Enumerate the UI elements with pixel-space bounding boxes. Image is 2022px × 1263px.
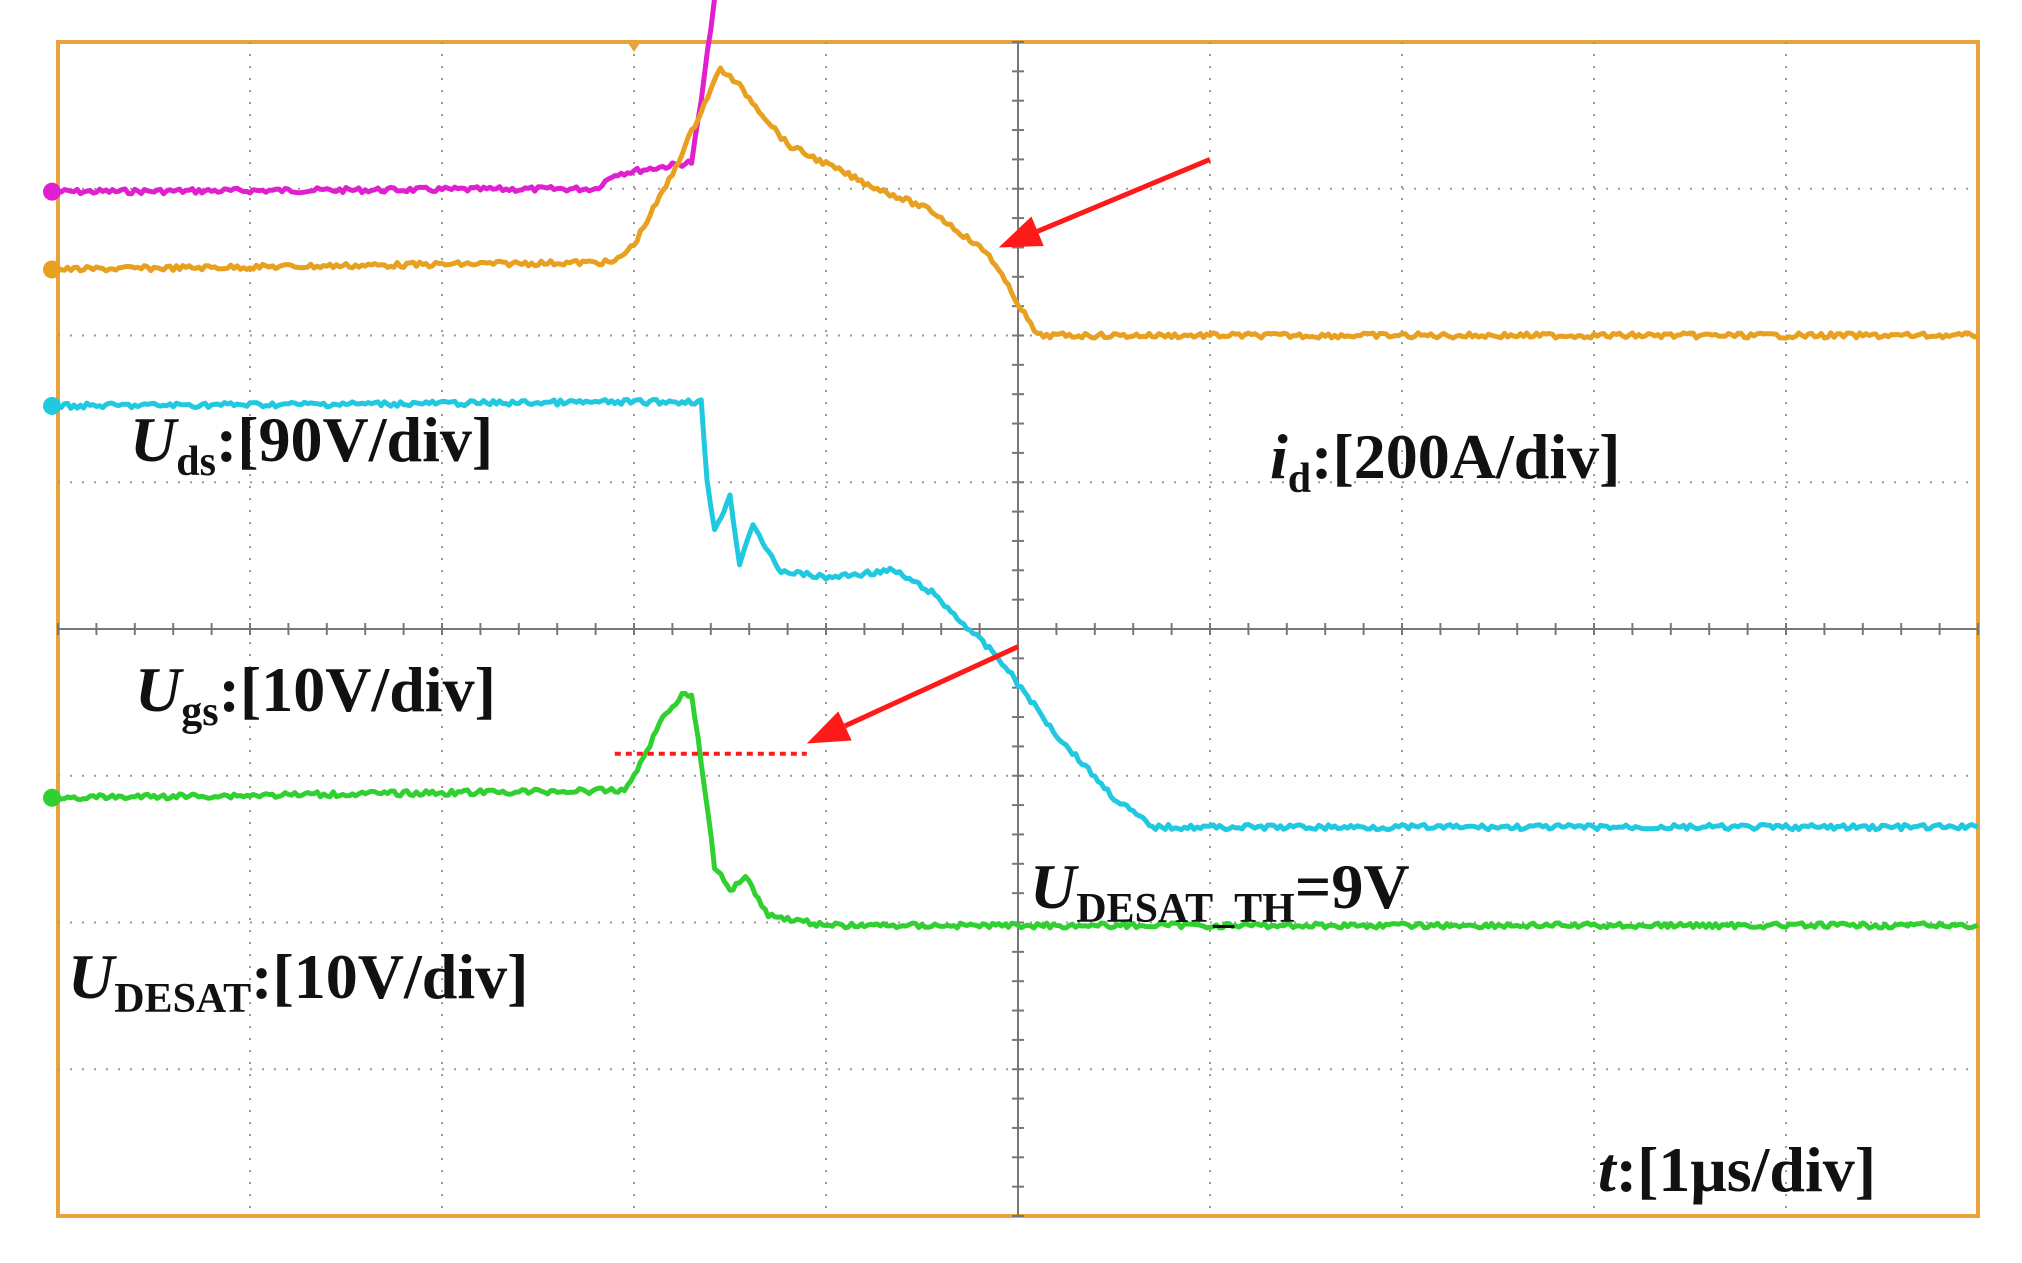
desat-label-symbol: U	[68, 941, 115, 1012]
channel-marker-udesat	[43, 788, 61, 807]
ugs-label-subscript: gs	[181, 689, 219, 735]
channel-marker-id	[43, 260, 61, 279]
desat-th-label-symbol: U	[1030, 851, 1077, 922]
uds-label-subscript: ds	[176, 439, 216, 485]
time-label-symbol: t	[1598, 1134, 1616, 1205]
channel-marker-ugs	[43, 396, 61, 415]
id-label-subscript: d	[1287, 456, 1312, 502]
trace-ugs	[57, 397, 1979, 833]
ugs-label: Ugs:[10V/div]	[135, 658, 496, 734]
annotation-arrow-desat_th	[843, 644, 1020, 729]
time-label-scale: :[1μs/div]	[1615, 1134, 1877, 1205]
annotation-arrowhead-desat_th	[806, 711, 852, 744]
annotation-arrowhead-id	[998, 216, 1044, 248]
id-label-symbol: i	[1270, 421, 1288, 492]
desat-label-scale: :[10V/div]	[251, 941, 529, 1012]
id-label-scale: :[200A/div]	[1311, 421, 1621, 492]
desat-label-subscript: DESAT	[114, 976, 252, 1022]
ugs-label-scale: :[10V/div]	[218, 654, 496, 725]
trace-uds	[57, 0, 717, 197]
desat-th-label-value: =9V	[1294, 851, 1410, 922]
trace-udesat	[56, 690, 1979, 931]
grid-layer	[57, 41, 1979, 1217]
desat-label: UDESAT:[10V/div]	[68, 945, 528, 1021]
markers-layer	[614, 40, 1211, 756]
id-label: id:[200A/div]	[1270, 425, 1620, 501]
desat-th-label-subscript: DESAT_TH	[1076, 886, 1295, 932]
desat-th-label: UDESAT_TH=9V	[1030, 855, 1410, 931]
ugs-label-symbol: U	[135, 654, 182, 725]
trace-id	[57, 65, 1980, 341]
uds-label-scale: :[90V/div]	[215, 404, 494, 475]
traces-layer	[43, 0, 1980, 931]
uds-label: Uds:[90V/div]	[130, 408, 493, 484]
annotation-arrow-id	[1036, 157, 1211, 234]
time-label: t:[1μs/div]	[1598, 1138, 1876, 1202]
channel-marker-uds	[43, 182, 61, 201]
trigger-marker	[626, 40, 642, 52]
uds-label-symbol: U	[130, 404, 177, 475]
